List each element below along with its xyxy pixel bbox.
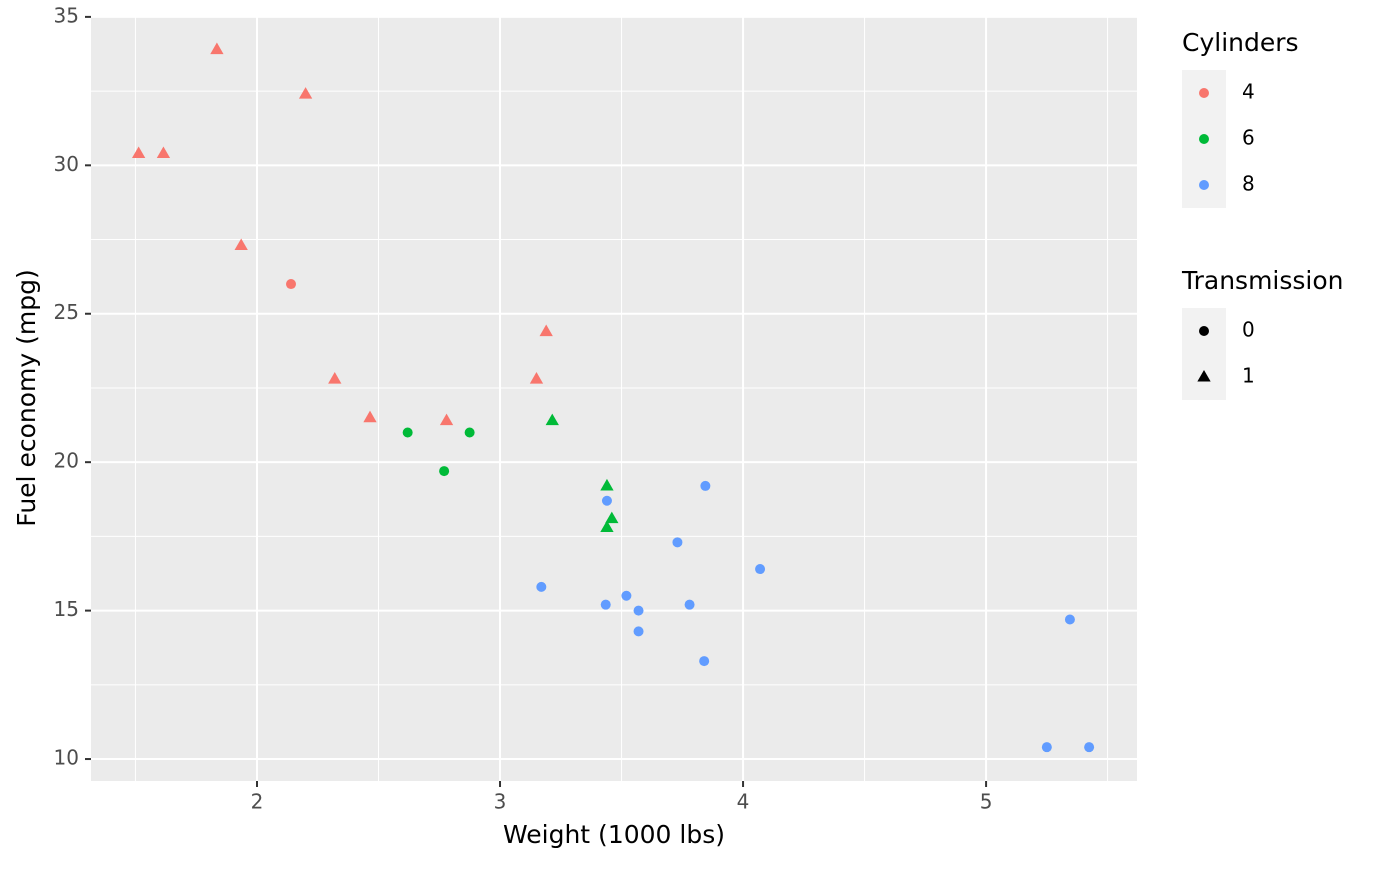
legend-swatch [1197,370,1211,382]
data-point [684,599,695,610]
data-point [464,427,475,438]
legend-title: Transmission [1181,266,1344,295]
legend-label: 4 [1242,80,1255,104]
data-point [621,590,632,601]
data-point [672,537,683,548]
legend-label: 0 [1242,318,1255,342]
x-tick-label: 3 [494,790,507,814]
data-point [633,626,644,637]
data-point [539,324,553,337]
y-tick-label: 15 [54,597,79,621]
data-point [328,372,342,384]
legend-swatch [1199,88,1209,98]
x-tick-label: 2 [251,790,264,814]
data-point [363,410,377,423]
y-tick-label: 10 [54,746,79,770]
legend-swatch [1199,326,1209,336]
legend-swatch [1199,180,1209,190]
data-point [600,599,611,610]
y-axis-title: Fuel economy (mpg) [12,269,41,526]
legend-swatch [1199,134,1209,144]
legend-label: 6 [1242,126,1255,150]
data-point [234,238,248,251]
data-point [605,511,619,524]
y-tick-label: 30 [54,152,79,176]
y-tick-label: 25 [54,300,79,324]
legend-label: 1 [1242,364,1255,388]
data-point [156,146,171,158]
legend-label: 8 [1242,172,1255,196]
data-point [439,466,450,477]
data-point [286,279,297,290]
data-point [1041,742,1052,753]
data-point [298,87,313,99]
plot-panel [91,16,1137,781]
data-point [439,413,454,426]
y-tick-label: 35 [54,3,79,27]
data-point [600,478,614,491]
data-point [536,581,547,592]
data-point [545,413,559,426]
data-point [600,520,614,533]
x-tick-label: 4 [737,790,750,814]
data-point [529,372,544,384]
data-point [601,495,612,506]
y-tick-label: 20 [54,449,79,473]
data-point [700,480,711,491]
x-axis-title: Weight (1000 lbs) [503,820,725,849]
data-point [1064,614,1075,625]
legend-title: Cylinders [1182,28,1299,57]
x-tick-label: 5 [980,790,993,814]
data-point [402,427,413,438]
data-point [131,146,146,158]
data-point [210,42,224,55]
data-point [755,564,766,575]
data-point [699,656,710,667]
data-point [633,605,644,616]
data-point [1084,742,1095,753]
